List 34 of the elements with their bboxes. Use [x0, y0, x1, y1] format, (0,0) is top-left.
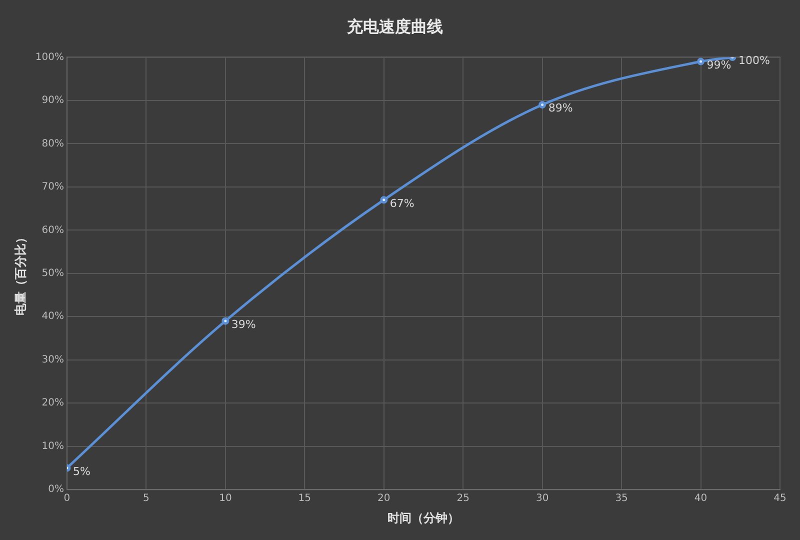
data-label: 39%: [231, 318, 256, 331]
y-tick-label: 60%: [42, 224, 64, 236]
data-label: 5%: [72, 464, 90, 478]
y-tick-label: 20%: [42, 398, 64, 409]
y-tick-label: 10%: [42, 440, 64, 452]
y-tick-label: 30%: [42, 354, 64, 366]
point: [697, 58, 705, 66]
chart-title: 充电速度曲线: [346, 16, 443, 36]
x-axis-title: 时间（分钟）: [387, 510, 460, 525]
point: [380, 196, 388, 204]
y-tick-label: 100%: [35, 52, 64, 63]
data-label: 89%: [548, 102, 573, 115]
y-tick-label: 50%: [42, 268, 64, 279]
x-tick-label: 45: [774, 493, 786, 504]
point: [538, 101, 546, 109]
data-label: 67%: [390, 196, 414, 210]
x-tick-label: 10: [219, 493, 232, 504]
x-tick-label: 5: [143, 493, 150, 504]
x-tick-label: 40: [694, 493, 708, 504]
x-tick-label: 20: [378, 493, 390, 504]
x-tick-label: 0: [64, 493, 70, 504]
point: [222, 317, 230, 325]
y-tick-label: 0%: [48, 484, 64, 496]
y-axis-title: 电量（百分比）: [13, 231, 28, 316]
y-tick-label: 80%: [42, 138, 64, 150]
x-tick-label: 35: [615, 493, 628, 504]
data-label: 100%: [738, 54, 770, 68]
data-label: 99%: [706, 58, 732, 72]
x-tick-label: 25: [456, 493, 470, 504]
y-tick-label: 90%: [42, 95, 64, 106]
y-tick-label: 70%: [42, 182, 64, 193]
y-tick-label: 40%: [42, 311, 64, 322]
x-tick-label: 15: [298, 493, 312, 504]
x-tick-label: 30: [536, 493, 549, 504]
